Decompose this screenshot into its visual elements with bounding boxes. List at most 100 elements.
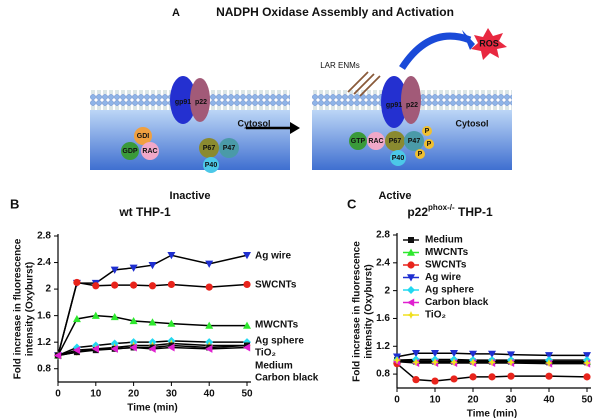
marker <box>205 321 214 329</box>
panel-label: A <box>172 7 180 19</box>
marker <box>148 318 157 326</box>
y-axis-label: intensity (Oxyburst) <box>364 264 375 358</box>
label: P40 <box>205 162 218 169</box>
marker <box>91 311 100 319</box>
y-axis-label: intensity (Oxyburst) <box>25 262 36 356</box>
marker <box>167 319 176 327</box>
x-axis-label: Time (min) <box>127 403 177 414</box>
p47 <box>219 138 239 158</box>
x-tick-label: 0 <box>394 395 400 406</box>
label: GTP <box>351 138 366 145</box>
x-tick-label: 50 <box>581 395 593 406</box>
marker <box>92 282 100 290</box>
ros-arrow-head <box>462 30 475 50</box>
marker <box>507 351 515 359</box>
p67 <box>385 131 405 151</box>
label: P <box>425 128 430 135</box>
marker <box>243 321 251 329</box>
label: RAC <box>368 138 383 145</box>
chart-title: p22phox-/- THP-1 <box>407 203 493 219</box>
legend-label: SWCNTs <box>425 260 467 271</box>
x-tick-label: 0 <box>55 389 61 400</box>
enm-fibers <box>347 71 381 97</box>
marker <box>469 350 477 358</box>
marker <box>205 344 213 353</box>
y-tick-label: 2.4 <box>376 257 390 268</box>
marker <box>450 375 458 383</box>
marker <box>412 358 420 367</box>
label: gp91 <box>175 99 191 106</box>
x-tick-label: 30 <box>505 395 517 406</box>
legend-label: Ag wire <box>255 251 292 262</box>
marker <box>407 311 415 319</box>
y-tick-label: 1.2 <box>376 341 390 352</box>
chart: Bwt THP-1 0.8 1.2 1.6 2 2.4 2.8 0 10 20 30 40 50 Time… <box>10 196 319 413</box>
x-tick-label: 40 <box>543 395 555 406</box>
y-tick-label: 0.8 <box>376 369 390 380</box>
x-tick-label: 20 <box>128 389 140 400</box>
title-end: THP-1 <box>455 205 493 219</box>
label: GDP <box>122 148 138 155</box>
label: P40 <box>392 155 405 162</box>
label: Cytosol <box>455 118 488 128</box>
marker <box>148 344 156 353</box>
y-tick-label: 2 <box>45 284 51 295</box>
y-tick-label: 2 <box>384 285 390 296</box>
label: Cytosol <box>237 118 270 128</box>
marker <box>129 343 137 352</box>
marker <box>412 376 420 384</box>
marker <box>407 298 415 307</box>
marker <box>407 286 415 294</box>
label: p22 <box>195 99 207 106</box>
legend-label: Medium <box>255 361 293 372</box>
marker <box>407 261 415 269</box>
p67 <box>199 138 219 158</box>
marker <box>148 262 157 270</box>
label: P47 <box>223 145 236 152</box>
marker <box>408 237 414 243</box>
marker <box>431 350 439 358</box>
rac <box>141 142 159 160</box>
p40 <box>390 150 406 166</box>
marker <box>243 280 251 289</box>
diagram-title: NADPH Oxidase Assembly and Activation <box>216 5 454 19</box>
gp91 <box>381 76 407 128</box>
label: GDI <box>137 133 150 140</box>
marker <box>129 316 138 325</box>
marker <box>450 350 458 358</box>
legend-label: Carbon black <box>255 373 319 384</box>
marker <box>488 350 496 358</box>
marker <box>583 373 591 381</box>
legend-label: Ag wire <box>425 272 462 283</box>
legend-label: MWCNTs <box>255 320 299 331</box>
marker <box>407 274 415 282</box>
label: P67 <box>203 145 216 152</box>
x-tick-label: 10 <box>90 389 102 400</box>
phosphate <box>415 149 425 159</box>
label: P <box>418 151 423 158</box>
p22 <box>190 78 210 122</box>
marker <box>545 352 553 360</box>
marker <box>205 283 213 291</box>
chart-title: wt THP-1 <box>118 205 171 219</box>
x-tick-label: 30 <box>166 389 178 400</box>
marker <box>488 358 496 367</box>
phosphate <box>424 139 434 149</box>
marker <box>469 373 477 381</box>
x-axis-label: Time (min) <box>467 409 517 418</box>
y-axis-label: Fold increase in fluorescence <box>13 238 24 379</box>
p47 <box>404 131 424 151</box>
marker <box>450 358 458 367</box>
legend-label: Ag sphere <box>425 285 474 296</box>
ros-burst <box>471 28 507 60</box>
x-tick-label: 10 <box>429 395 441 406</box>
marker <box>91 344 99 353</box>
caption: Active <box>378 190 411 202</box>
gp91 <box>170 76 196 124</box>
title-sup: phox-/- <box>428 203 455 212</box>
gdi <box>134 127 152 145</box>
marker <box>205 260 214 268</box>
marker <box>72 314 81 323</box>
marker <box>167 343 175 352</box>
